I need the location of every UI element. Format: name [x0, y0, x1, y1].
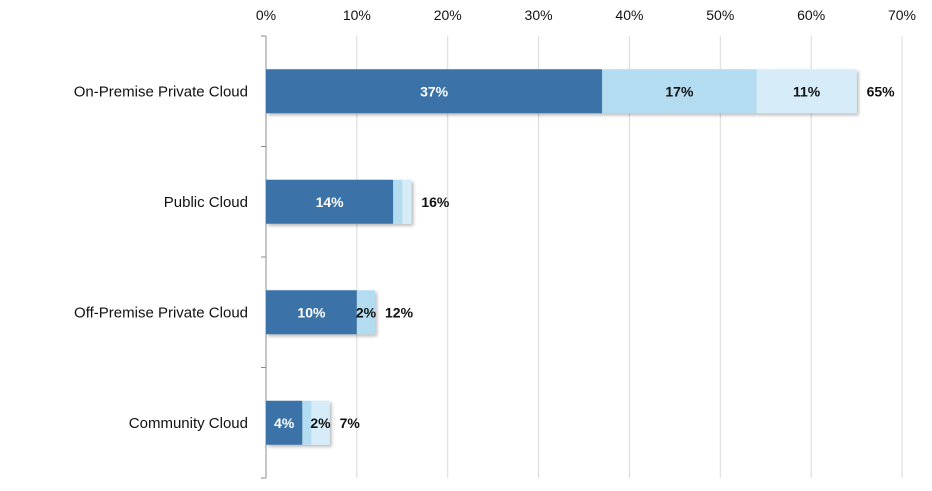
x-tick-label: 0%	[256, 7, 276, 23]
axes: 0% 10% 20% 30% 40% 50% 60% 70%	[256, 7, 916, 479]
bar-segment	[402, 179, 412, 224]
labels: On-Premise Private Cloud 37% 17% 11% 65% Publ…	[74, 83, 895, 432]
data-label: 10%	[297, 304, 326, 320]
bar-segment	[356, 290, 376, 335]
bar-segment	[266, 69, 603, 114]
x-tick-label: 60%	[797, 7, 825, 23]
total-label: 12%	[385, 304, 414, 320]
bar-segment	[393, 179, 403, 224]
data-label: 37%	[420, 83, 449, 99]
bar-group	[266, 290, 376, 335]
data-label: 14%	[316, 194, 345, 210]
bar-segment	[266, 179, 394, 224]
bar-segment	[266, 290, 357, 335]
category-label: Public Cloud	[164, 194, 248, 211]
bar-segment	[311, 400, 330, 445]
x-tick-label: 10%	[343, 7, 371, 23]
bar-segment	[302, 400, 312, 445]
total-label: 7%	[340, 415, 361, 431]
total-label: 16%	[421, 194, 450, 210]
category-label: Off-Premise Private Cloud	[74, 304, 248, 321]
bar-segment	[602, 69, 757, 114]
data-label: 2%	[310, 415, 331, 431]
x-tick-label: 70%	[888, 7, 916, 23]
data-label: 11%	[793, 83, 821, 99]
bar-group	[266, 179, 412, 224]
category-label: Community Cloud	[129, 415, 248, 432]
bar-group	[266, 400, 330, 445]
total-label: 65%	[867, 83, 896, 99]
bar-segment	[266, 400, 303, 445]
x-tick-label: 40%	[615, 7, 643, 23]
data-label: 2%	[356, 304, 377, 320]
bars	[266, 69, 857, 445]
data-label: 4%	[274, 415, 295, 431]
x-tick-label: 50%	[706, 7, 734, 23]
category-label: On-Premise Private Cloud	[74, 83, 248, 100]
data-label: 17%	[665, 83, 694, 99]
x-tick-label: 30%	[525, 7, 553, 23]
x-tick-label: 20%	[434, 7, 462, 23]
bar-group	[266, 69, 857, 114]
bar-segment	[756, 69, 857, 114]
